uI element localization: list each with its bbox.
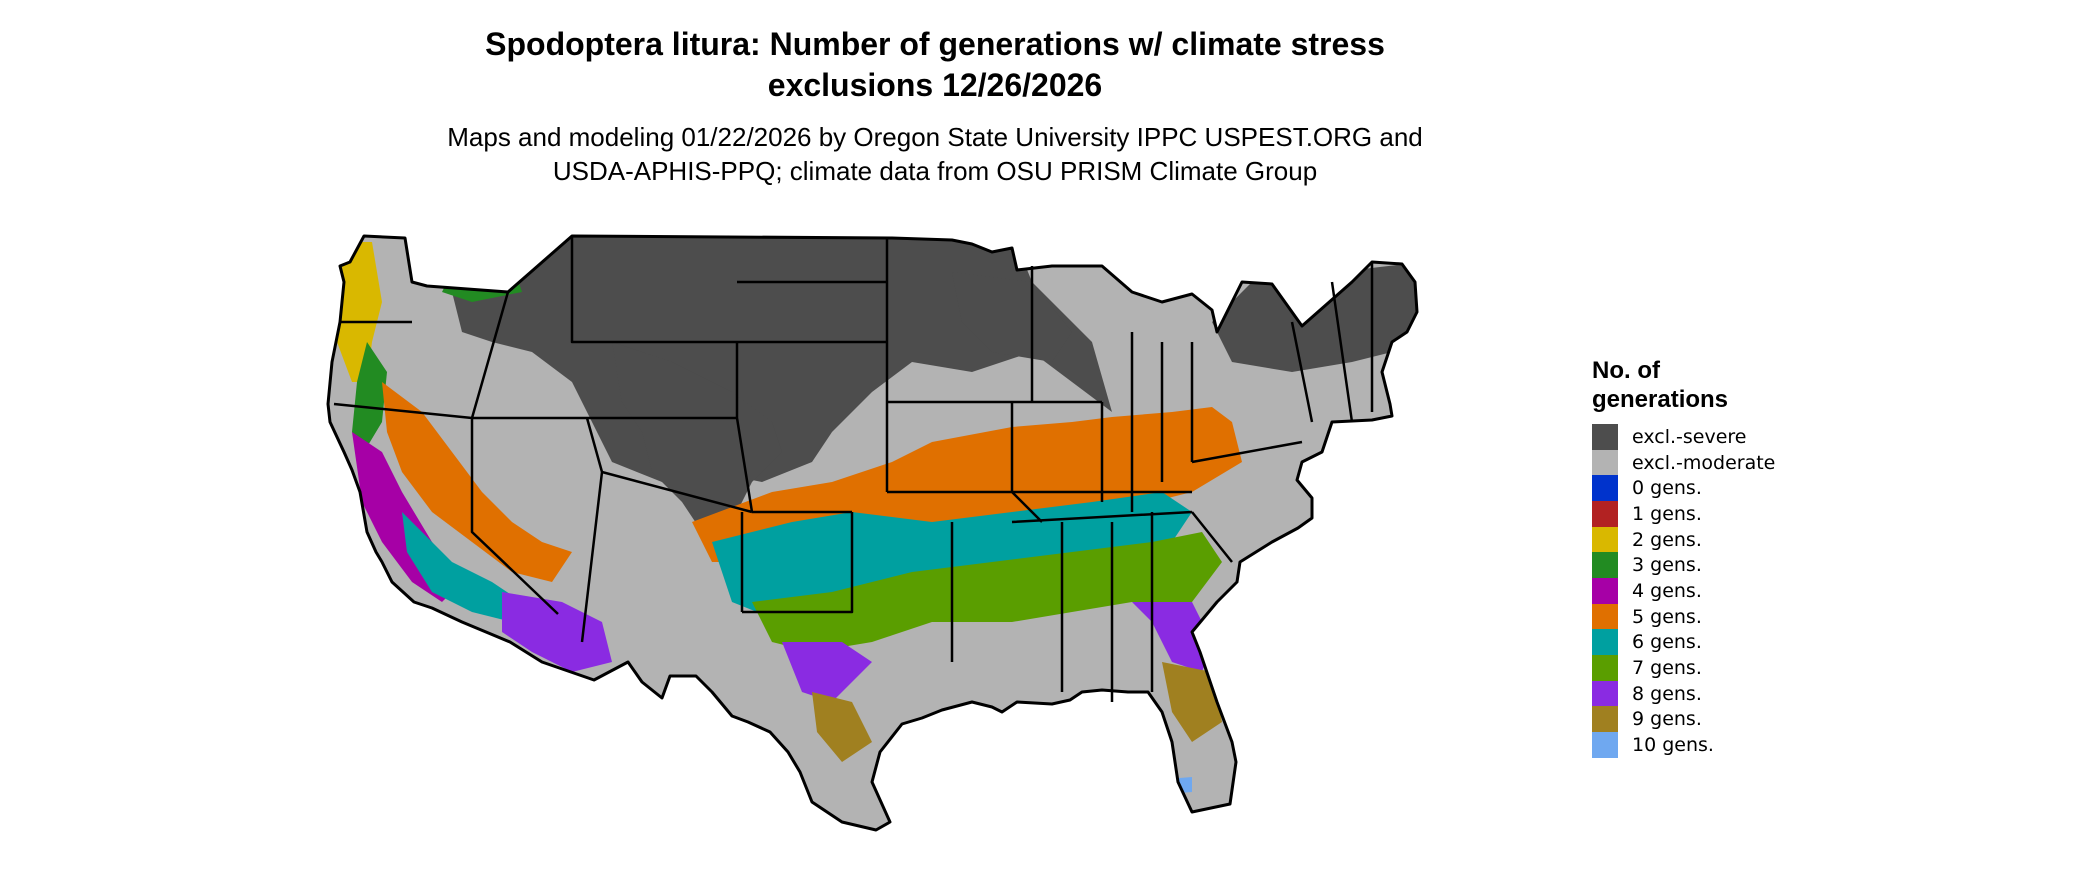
legend-item: 10 gens. [1592,732,1832,759]
region-excl-severe-rockies [612,342,782,532]
legend-label: excl.-moderate [1632,451,1776,474]
legend-label: 9 gens. [1632,708,1702,731]
legend-swatch [1592,577,1618,604]
legend-item: 0 gens. [1592,475,1832,502]
legend-item: 1 gens. [1592,500,1832,527]
legend-swatch [1592,706,1618,733]
legend-swatch [1592,423,1618,450]
legend-label: excl.-severe [1632,425,1747,448]
legend-swatch [1592,732,1618,759]
map-title-line1: Spodoptera litura: Number of generations… [485,26,1385,62]
legend-swatch [1592,629,1618,656]
legend-swatch [1592,603,1618,630]
legend-label: 3 gens. [1632,554,1702,577]
title-block: Spodoptera litura: Number of generations… [0,24,1870,188]
legend-item: excl.-moderate [1592,449,1832,476]
state-borders [326,234,1419,832]
us-outline [326,234,1419,832]
legend-items: excl.-severe excl.-moderate 0 gens. 1 gens.… [1592,423,1832,759]
us-map [312,222,1490,886]
legend-label: 5 gens. [1632,605,1702,628]
legend-item: 2 gens. [1592,526,1832,553]
map-title: Spodoptera litura: Number of generations… [0,24,1870,106]
legend-label: 0 gens. [1632,477,1702,500]
legend-label: 8 gens. [1632,682,1702,705]
region-excl-severe-wi [952,272,1072,362]
legend-item: 7 gens. [1592,655,1832,682]
legend-swatch [1592,500,1618,527]
legend-swatch [1592,475,1618,502]
legend-label: 6 gens. [1632,631,1702,654]
map-subtitle-line1: Maps and modeling 01/22/2026 by Oregon S… [447,122,1423,152]
region-excl-severe-northeast [1212,262,1417,372]
state-border-lines [333,236,1374,702]
legend-swatch [1592,552,1618,579]
legend-title-line1: No. of [1592,357,1660,384]
map-subtitle: Maps and modeling 01/22/2026 by Oregon S… [0,120,1870,188]
us-map-svg [326,234,1419,832]
region-8gens-az [502,592,612,672]
legend-swatch [1592,449,1618,476]
map-fill-layers [328,236,1417,830]
legend-item: 8 gens. [1592,680,1832,707]
legend-item: 6 gens. [1592,629,1832,656]
legend-title: No. of generations [1592,356,1832,414]
region-7gens-gulf [752,532,1222,652]
legend-item: 9 gens. [1592,706,1832,733]
legend-label: 4 gens. [1632,579,1702,602]
region-9gens [812,662,1222,762]
legend-label: 10 gens. [1632,734,1714,757]
region-5gens-ca [382,382,572,582]
legend: No. of generations excl.-severe excl.-mod… [1592,356,1832,759]
legend-item: 5 gens. [1592,603,1832,630]
legend-label: 2 gens. [1632,528,1702,551]
legend-item: excl.-severe [1592,423,1832,450]
region-8gens-gulf [782,602,1212,702]
map-subtitle-line2: USDA-APHIS-PPQ; climate data from OSU PR… [552,156,1318,186]
legend-item: 3 gens. [1592,552,1832,579]
region-excl-severe-north [452,236,1112,482]
legend-item: 4 gens. [1592,577,1832,604]
map-title-line2: exclusions 12/26/2026 [767,67,1103,103]
legend-label: 7 gens. [1632,657,1702,680]
legend-label: 1 gens. [1632,502,1702,525]
region-6gens-ca [402,512,522,622]
legend-title-line2: generations [1592,386,1729,413]
legend-swatch [1592,680,1618,707]
legend-swatch [1592,655,1618,682]
legend-swatch [1592,526,1618,553]
